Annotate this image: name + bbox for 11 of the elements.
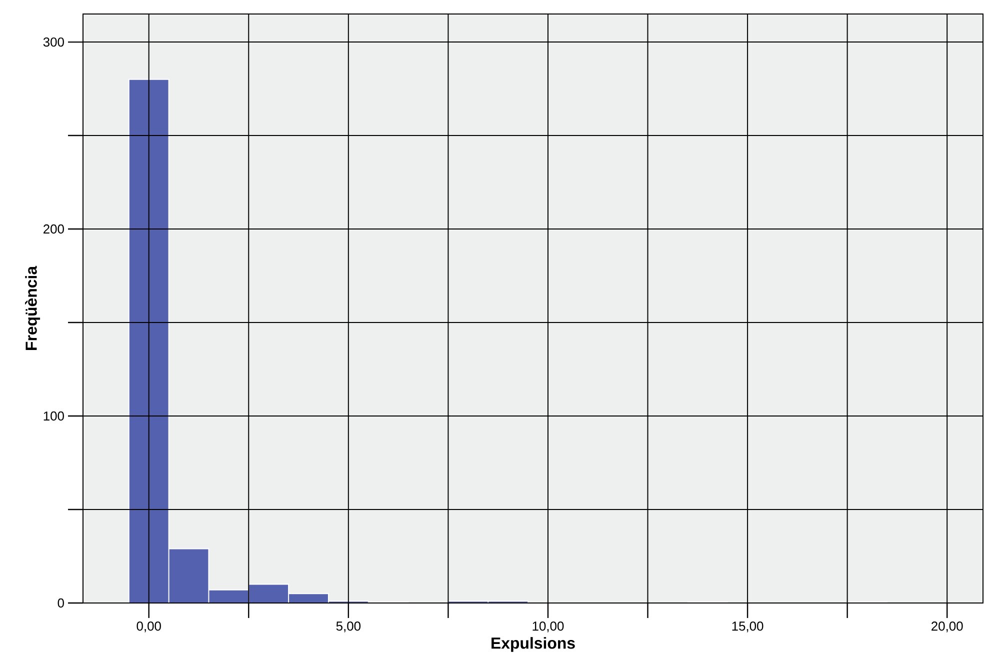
y-axis-title: Freqüència — [25, 266, 40, 350]
x-tick-label: 5,00 — [336, 622, 361, 632]
x-tick-label: 10,00 — [532, 622, 564, 632]
y-tick-label: 0 — [58, 598, 64, 608]
y-tick-label: 300 — [43, 37, 64, 47]
y-tick-label: 200 — [44, 224, 64, 234]
x-tick-label: 15,00 — [732, 622, 764, 632]
y-tick-label: 100 — [44, 411, 64, 421]
x-axis-title: Expulsions — [492, 637, 575, 652]
x-tick-label: 20,00 — [932, 622, 963, 632]
x-tick-label: 0,00 — [136, 622, 161, 632]
